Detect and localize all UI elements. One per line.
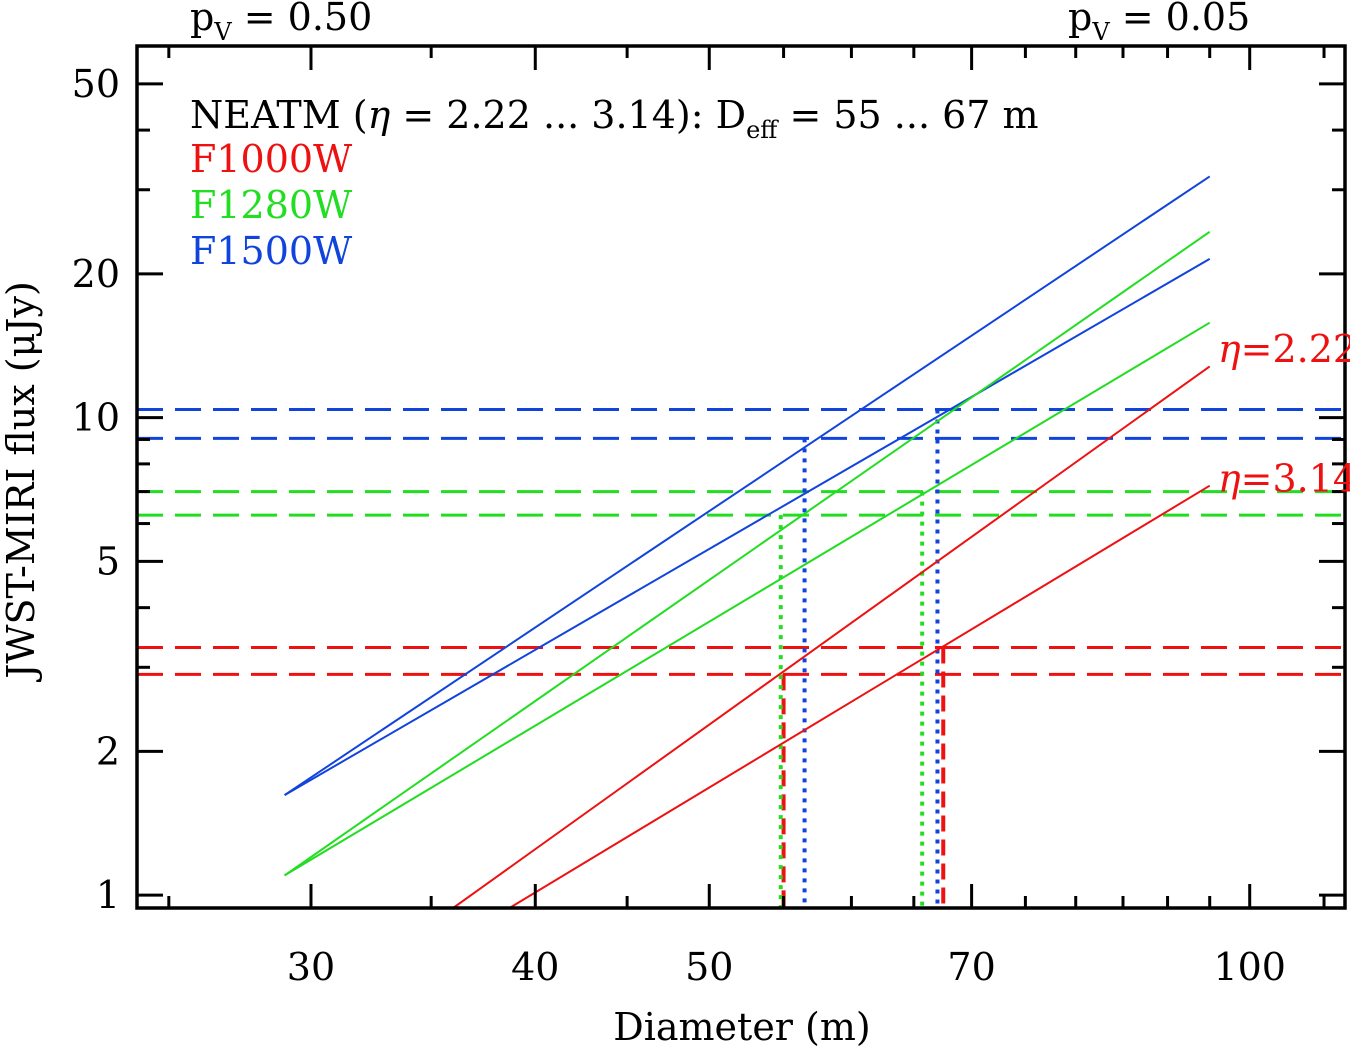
model-flux-curves xyxy=(284,175,1211,909)
x-tick-label: 100 xyxy=(1213,945,1286,989)
y-tick-label: 1 xyxy=(96,873,120,917)
y-axis-label: JWST-MIRI flux (μJy) xyxy=(0,281,43,683)
x-tick-label: 30 xyxy=(287,945,335,989)
model-curve-f1000w-4 xyxy=(452,365,1211,909)
y-tick-label: 10 xyxy=(72,396,120,440)
measured-flux-lines xyxy=(137,407,1350,676)
x-tick-label: 70 xyxy=(947,945,995,989)
model-curve-f1280w-2 xyxy=(284,230,1211,877)
x-axis-label: Diameter (m) xyxy=(613,1005,870,1049)
x-tick-label: 50 xyxy=(685,945,733,989)
eta-annotation-1: η=3.14 xyxy=(1218,456,1350,500)
albedo-label-0: pV = 0.50 xyxy=(190,0,372,46)
plot-frame xyxy=(135,44,1347,910)
legend-header: NEATM (η = 2.22 ... 3.14): Deff = 55 ...… xyxy=(190,93,1039,144)
plot-area-border xyxy=(135,44,1347,910)
model-curve-f1500w-0 xyxy=(284,175,1211,796)
axis-ticks xyxy=(137,46,1345,908)
y-tick-label: 20 xyxy=(72,252,120,296)
legend-entry-f1000w: F1000W xyxy=(190,137,352,181)
y-tick-label: 50 xyxy=(72,62,120,106)
albedo-label-1: pV = 0.05 xyxy=(1068,0,1250,46)
legend-entry-f1500w: F1500W xyxy=(190,229,352,273)
diameter-marker-lines xyxy=(778,409,946,908)
y-tick-label: 5 xyxy=(96,539,120,583)
chart-text: 30 40 50 70 100 1 2 5 10 20 50 pV = 0.50 pV = 0.05 NE… xyxy=(72,0,1350,989)
model-curve-f1280w-3 xyxy=(284,321,1211,877)
model-curve-f1500w-1 xyxy=(284,258,1211,796)
model-curve-f1000w-5 xyxy=(508,484,1211,909)
x-tick-label: 40 xyxy=(511,945,559,989)
y-tick-label: 2 xyxy=(96,729,120,773)
eta-annotation-0: η=2.22 xyxy=(1218,327,1350,371)
legend-entry-f1280w: F1280W xyxy=(190,183,352,227)
